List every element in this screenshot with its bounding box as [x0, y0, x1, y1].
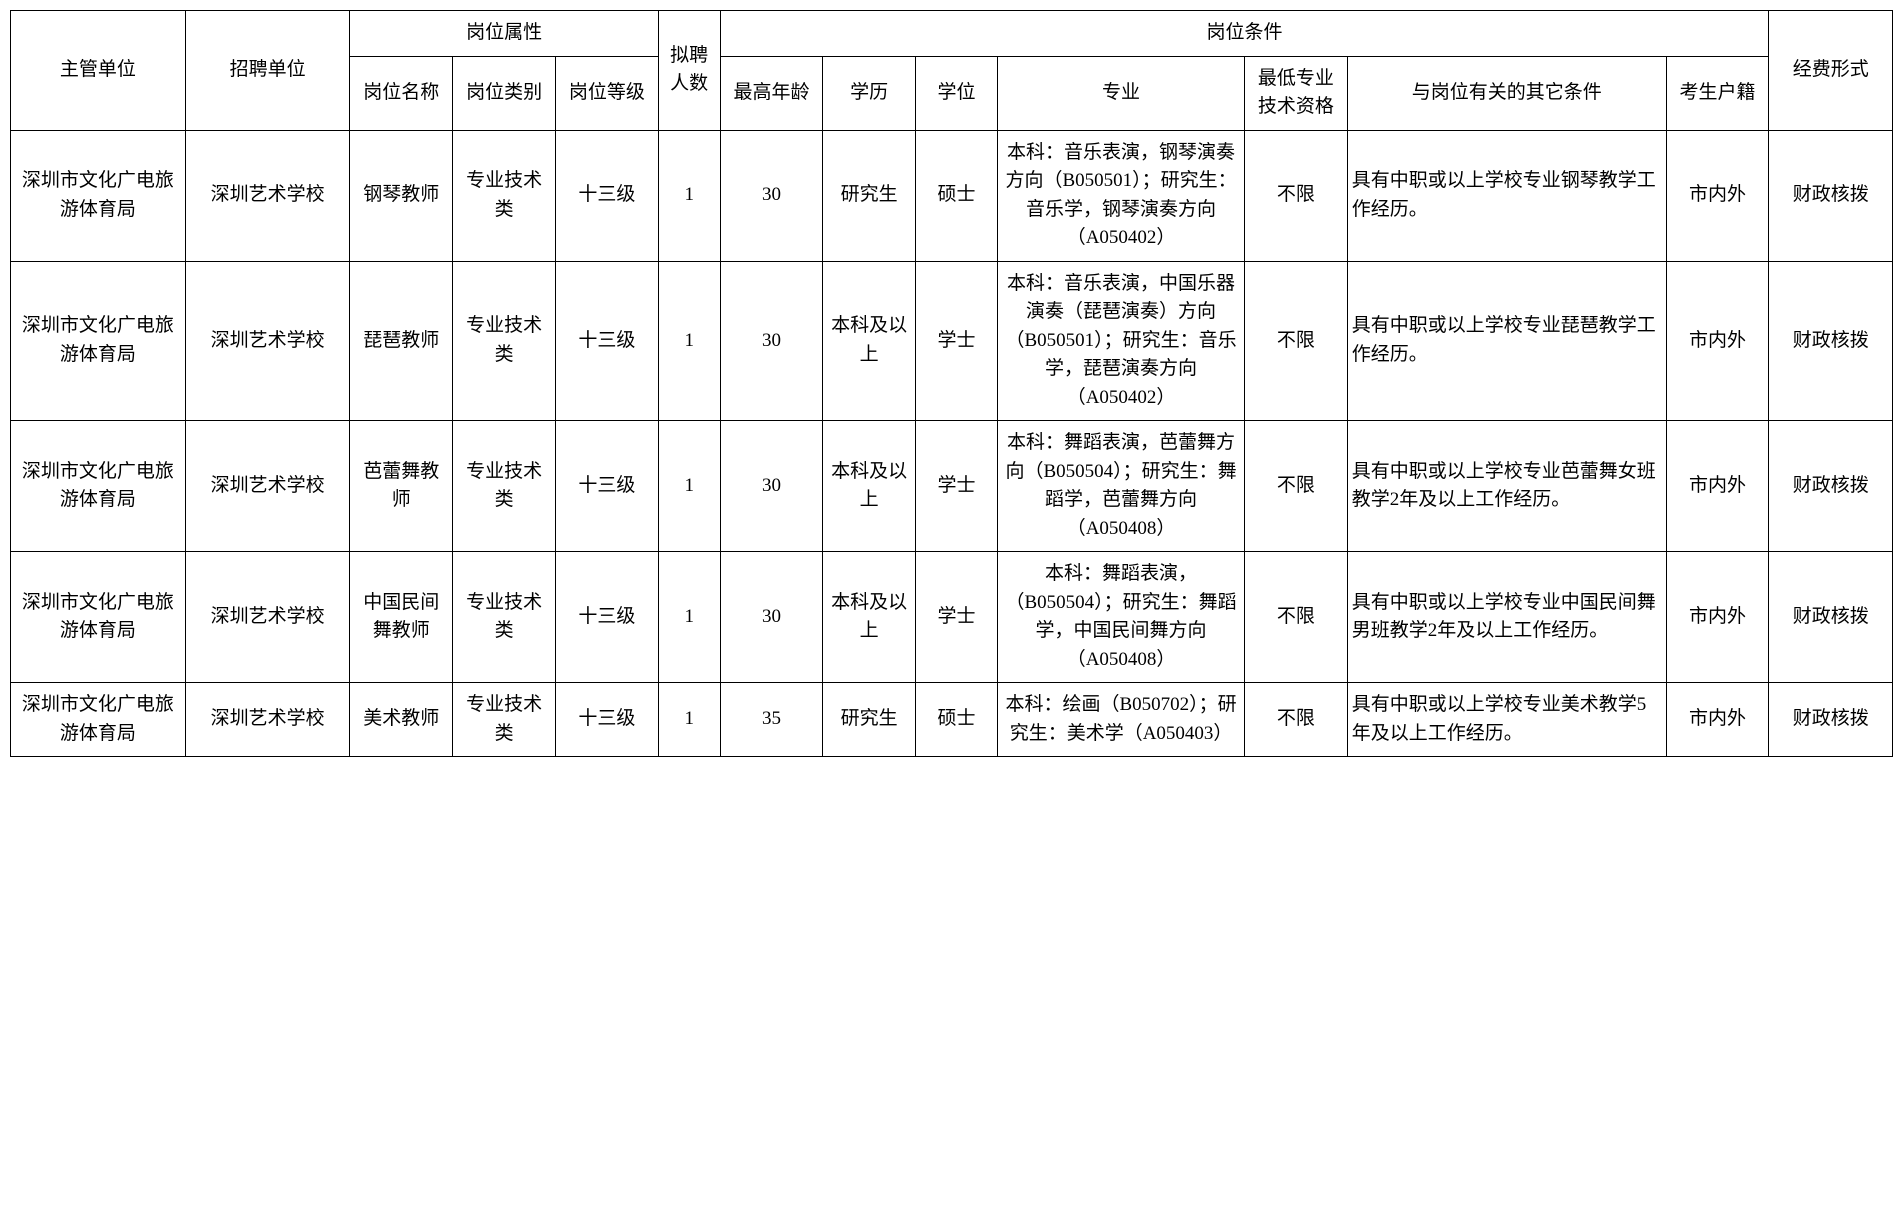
- cell-other: 具有中职或以上学校专业美术教学5年及以上工作经历。: [1347, 683, 1666, 757]
- cell-edu: 研究生: [823, 683, 916, 757]
- header-qual: 最低专业技术资格: [1244, 56, 1347, 130]
- cell-poslevel: 十三级: [556, 683, 659, 757]
- cell-edu: 本科及以上: [823, 552, 916, 683]
- cell-poslevel: 十三级: [556, 130, 659, 261]
- cell-count: 1: [658, 130, 720, 261]
- table-row: 深圳市文化广电旅游体育局深圳艺术学校钢琴教师专业技术类十三级130研究生硕士本科…: [11, 130, 1893, 261]
- cell-edu: 本科及以上: [823, 261, 916, 421]
- cell-dept: 深圳市文化广电旅游体育局: [11, 421, 186, 552]
- cell-other: 具有中职或以上学校专业中国民间舞男班教学2年及以上工作经历。: [1347, 552, 1666, 683]
- header-fund: 经费形式: [1769, 11, 1893, 131]
- cell-postype: 专业技术类: [453, 261, 556, 421]
- cell-dept: 深圳市文化广电旅游体育局: [11, 261, 186, 421]
- cell-poslevel: 十三级: [556, 421, 659, 552]
- header-posname: 岗位名称: [350, 56, 453, 130]
- cell-posname: 芭蕾舞教师: [350, 421, 453, 552]
- cell-age: 30: [720, 130, 823, 261]
- header-count: 拟聘人数: [658, 11, 720, 131]
- cell-fund: 财政核拨: [1769, 552, 1893, 683]
- recruitment-table: 主管单位 招聘单位 岗位属性 拟聘人数 岗位条件 经费形式 岗位名称 岗位类别 …: [10, 10, 1893, 757]
- cell-degree: 学士: [915, 421, 997, 552]
- cell-dept: 深圳市文化广电旅游体育局: [11, 683, 186, 757]
- cell-count: 1: [658, 261, 720, 421]
- cell-fund: 财政核拨: [1769, 261, 1893, 421]
- header-dept: 主管单位: [11, 11, 186, 131]
- cell-count: 1: [658, 683, 720, 757]
- cell-qual: 不限: [1244, 421, 1347, 552]
- cell-major: 本科：音乐表演，中国乐器演奏（琵琶演奏）方向（B050501）；研究生：音乐学，…: [998, 261, 1245, 421]
- cell-edu: 本科及以上: [823, 421, 916, 552]
- table-header: 主管单位 招聘单位 岗位属性 拟聘人数 岗位条件 经费形式 岗位名称 岗位类别 …: [11, 11, 1893, 131]
- cell-unit: 深圳艺术学校: [185, 130, 350, 261]
- cell-origin: 市内外: [1666, 261, 1769, 421]
- cell-unit: 深圳艺术学校: [185, 683, 350, 757]
- cell-posname: 琵琶教师: [350, 261, 453, 421]
- cell-major: 本科：音乐表演，钢琴演奏方向（B050501）；研究生：音乐学，钢琴演奏方向（A…: [998, 130, 1245, 261]
- cell-origin: 市内外: [1666, 552, 1769, 683]
- cell-unit: 深圳艺术学校: [185, 261, 350, 421]
- header-major: 专业: [998, 56, 1245, 130]
- cell-origin: 市内外: [1666, 683, 1769, 757]
- cell-edu: 研究生: [823, 130, 916, 261]
- cell-qual: 不限: [1244, 552, 1347, 683]
- cell-qual: 不限: [1244, 261, 1347, 421]
- header-age: 最高年龄: [720, 56, 823, 130]
- cell-age: 30: [720, 261, 823, 421]
- cell-age: 30: [720, 552, 823, 683]
- table-row: 深圳市文化广电旅游体育局深圳艺术学校美术教师专业技术类十三级135研究生硕士本科…: [11, 683, 1893, 757]
- cell-count: 1: [658, 552, 720, 683]
- cell-unit: 深圳艺术学校: [185, 421, 350, 552]
- cell-postype: 专业技术类: [453, 130, 556, 261]
- cell-unit: 深圳艺术学校: [185, 552, 350, 683]
- table-row: 深圳市文化广电旅游体育局深圳艺术学校中国民间舞教师专业技术类十三级130本科及以…: [11, 552, 1893, 683]
- cell-poslevel: 十三级: [556, 552, 659, 683]
- cell-count: 1: [658, 421, 720, 552]
- cell-fund: 财政核拨: [1769, 130, 1893, 261]
- cell-poslevel: 十三级: [556, 261, 659, 421]
- header-degree: 学位: [915, 56, 997, 130]
- header-unit: 招聘单位: [185, 11, 350, 131]
- cell-qual: 不限: [1244, 683, 1347, 757]
- header-postype: 岗位类别: [453, 56, 556, 130]
- cell-postype: 专业技术类: [453, 552, 556, 683]
- table-row: 深圳市文化广电旅游体育局深圳艺术学校琵琶教师专业技术类十三级130本科及以上学士…: [11, 261, 1893, 421]
- cell-posname: 钢琴教师: [350, 130, 453, 261]
- cell-other: 具有中职或以上学校专业芭蕾舞女班教学2年及以上工作经历。: [1347, 421, 1666, 552]
- cell-major: 本科：绘画（B050702）；研究生：美术学（A050403）: [998, 683, 1245, 757]
- cell-degree: 硕士: [915, 130, 997, 261]
- table-row: 深圳市文化广电旅游体育局深圳艺术学校芭蕾舞教师专业技术类十三级130本科及以上学…: [11, 421, 1893, 552]
- cell-qual: 不限: [1244, 130, 1347, 261]
- cell-posname: 美术教师: [350, 683, 453, 757]
- header-edu: 学历: [823, 56, 916, 130]
- cell-major: 本科：舞蹈表演，（B050504）；研究生：舞蹈学，中国民间舞方向（A05040…: [998, 552, 1245, 683]
- header-conditions: 岗位条件: [720, 11, 1769, 57]
- cell-fund: 财政核拨: [1769, 683, 1893, 757]
- cell-degree: 硕士: [915, 683, 997, 757]
- cell-other: 具有中职或以上学校专业钢琴教学工作经历。: [1347, 130, 1666, 261]
- header-row-1: 主管单位 招聘单位 岗位属性 拟聘人数 岗位条件 经费形式: [11, 11, 1893, 57]
- cell-dept: 深圳市文化广电旅游体育局: [11, 130, 186, 261]
- cell-degree: 学士: [915, 261, 997, 421]
- cell-origin: 市内外: [1666, 130, 1769, 261]
- cell-posname: 中国民间舞教师: [350, 552, 453, 683]
- cell-origin: 市内外: [1666, 421, 1769, 552]
- cell-age: 35: [720, 683, 823, 757]
- header-other: 与岗位有关的其它条件: [1347, 56, 1666, 130]
- table-body: 深圳市文化广电旅游体育局深圳艺术学校钢琴教师专业技术类十三级130研究生硕士本科…: [11, 130, 1893, 757]
- cell-major: 本科：舞蹈表演，芭蕾舞方向（B050504）；研究生：舞蹈学，芭蕾舞方向（A05…: [998, 421, 1245, 552]
- cell-postype: 专业技术类: [453, 683, 556, 757]
- header-origin: 考生户籍: [1666, 56, 1769, 130]
- cell-degree: 学士: [915, 552, 997, 683]
- header-position-attr: 岗位属性: [350, 11, 658, 57]
- cell-postype: 专业技术类: [453, 421, 556, 552]
- header-poslevel: 岗位等级: [556, 56, 659, 130]
- cell-age: 30: [720, 421, 823, 552]
- cell-dept: 深圳市文化广电旅游体育局: [11, 552, 186, 683]
- cell-fund: 财政核拨: [1769, 421, 1893, 552]
- cell-other: 具有中职或以上学校专业琵琶教学工作经历。: [1347, 261, 1666, 421]
